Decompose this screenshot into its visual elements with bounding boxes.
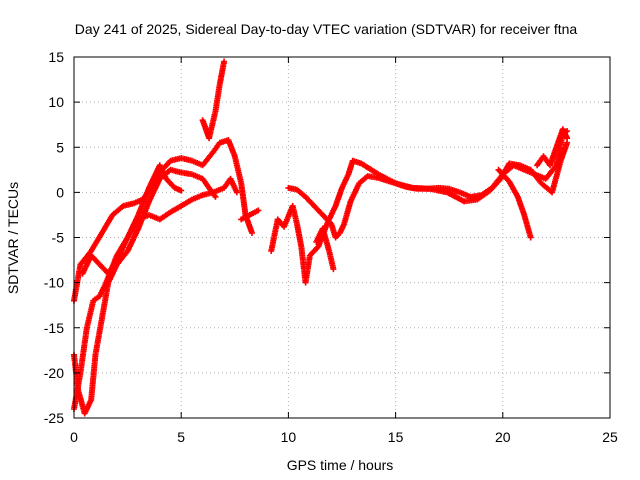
y-tick-label: 15	[48, 49, 64, 65]
x-axis-label: GPS time / hours	[287, 457, 394, 473]
y-tick-label: 5	[56, 139, 64, 155]
series-markers	[285, 139, 571, 241]
axis-ticks: 0 5 10 15 20 25 -25 -20 -15 -10 -5 0 5 10 15	[44, 49, 618, 445]
y-tick-label: -15	[44, 320, 64, 336]
y-tick-label: -5	[52, 230, 65, 246]
series-markers	[495, 166, 534, 241]
series-track-11	[534, 126, 571, 169]
x-tick-label: 25	[602, 429, 618, 445]
series-track-6	[238, 207, 262, 223]
y-tick-label: -20	[44, 365, 64, 381]
y-tick-label: -10	[44, 275, 64, 291]
series-track-4	[79, 162, 185, 277]
x-tick-label: 15	[388, 429, 404, 445]
series-track-10	[495, 166, 534, 241]
y-tick-label: -25	[44, 410, 64, 426]
series-markers	[238, 207, 262, 223]
series-track-9	[313, 225, 337, 273]
y-axis-label: SDTVAR / TECUs	[5, 182, 21, 294]
data-marks	[71, 58, 571, 417]
x-tick-label: 20	[495, 429, 511, 445]
series-markers	[534, 126, 571, 169]
x-tick-label: 5	[177, 429, 185, 445]
series-markers	[313, 225, 337, 273]
y-tick-label: 0	[56, 184, 64, 200]
x-tick-label: 10	[281, 429, 297, 445]
x-tick-label: 0	[70, 429, 78, 445]
series-track-5	[199, 58, 228, 142]
series-track-8	[285, 139, 571, 241]
series-markers	[199, 58, 228, 142]
y-tick-label: 10	[48, 94, 64, 110]
chart-title: Day 241 of 2025, Sidereal Day-to-day VTE…	[75, 21, 578, 37]
series-markers	[79, 162, 185, 277]
